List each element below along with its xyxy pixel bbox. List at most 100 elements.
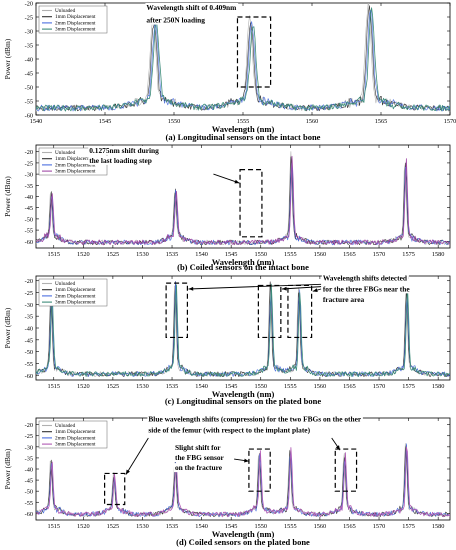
y-tick-label: -30 bbox=[25, 444, 33, 451]
y-tick-label: -50 bbox=[25, 349, 33, 356]
legend-entry: 2mm Displacement bbox=[55, 435, 96, 441]
annotation-text: Blue wavelength shifts (compression) for… bbox=[148, 414, 362, 423]
x-tick-label: 1555 bbox=[284, 523, 297, 530]
annotation-backing bbox=[173, 443, 223, 453]
legend-entry: 2mm Displacement bbox=[55, 162, 96, 168]
x-tick-label: 1565 bbox=[375, 118, 388, 125]
series-group bbox=[36, 281, 450, 378]
series-line-3 bbox=[36, 283, 450, 378]
x-tick-label: 1535 bbox=[166, 383, 179, 390]
x-tick-label: 1525 bbox=[107, 383, 120, 390]
y-axis-label: Power (dBm) bbox=[3, 448, 12, 489]
x-tick-label: 1550 bbox=[254, 251, 267, 258]
x-axis-label: Wavelength (nm) bbox=[212, 257, 275, 267]
arrow-head bbox=[282, 286, 287, 291]
y-tick-label: -25 bbox=[25, 433, 33, 440]
annotation-backing bbox=[321, 295, 366, 304]
y-tick-label: -40 bbox=[25, 194, 33, 201]
y-tick-label: -35 bbox=[25, 314, 33, 321]
highlight-box bbox=[239, 169, 263, 238]
annotation-text: the FBG sensor bbox=[175, 453, 225, 462]
x-tick-label: 1560 bbox=[314, 251, 327, 258]
y-tick-label: -35 bbox=[25, 183, 33, 190]
arrow-head bbox=[188, 286, 194, 291]
y-axis-label: Power (dBm) bbox=[3, 176, 12, 217]
y-tick-label: -60 bbox=[25, 373, 33, 380]
y-tick-label: -55 bbox=[25, 500, 33, 507]
y-tick-label: -20 bbox=[25, 278, 33, 285]
y-tick-label: -60 bbox=[25, 113, 33, 120]
y-tick-label: -30 bbox=[25, 29, 33, 36]
x-tick-label: 1560 bbox=[306, 118, 319, 125]
legend-entry: Unloaded bbox=[55, 150, 76, 156]
annotation-text: for the three FBGs near the bbox=[323, 284, 411, 293]
series-line-3 bbox=[36, 155, 450, 246]
x-tick-label: 1530 bbox=[136, 251, 149, 258]
x-tick-label: 1545 bbox=[225, 523, 238, 530]
y-tick-label: -20 bbox=[25, 422, 33, 429]
x-tick-label: 1540 bbox=[30, 118, 43, 125]
annotation-backing bbox=[173, 453, 226, 463]
annotation-backing bbox=[145, 15, 207, 25]
y-tick-label: -45 bbox=[25, 478, 33, 485]
annotation-backing bbox=[173, 463, 224, 473]
annotation-text: on the fracture bbox=[175, 463, 223, 472]
y-tick-label: -25 bbox=[25, 160, 33, 167]
legend-entry: 2mm Displacement bbox=[55, 20, 96, 26]
x-tick-label: 1575 bbox=[402, 383, 415, 390]
y-tick-label: -60 bbox=[25, 239, 33, 246]
legend-box bbox=[38, 420, 108, 449]
annotation-text: the last loading step bbox=[89, 156, 152, 165]
panel-caption: (b) Coiled sensors on the intact bone bbox=[177, 262, 309, 272]
x-tick-label: 1520 bbox=[77, 251, 90, 258]
x-tick-label: 1555 bbox=[284, 383, 297, 390]
highlight-box bbox=[165, 282, 189, 339]
panel-caption: (a) Longitudinal sensors on the intact b… bbox=[166, 132, 321, 142]
legend-entry: 3mm Displacement bbox=[55, 442, 96, 448]
y-tick-label: -50 bbox=[25, 489, 33, 496]
legend-entry: 1mm Displacement bbox=[55, 14, 96, 20]
chart-panel-3: -60 -55 -50 -45 -40 -35 -30 -25 -20 1515 1520 1525 1… bbox=[3, 414, 451, 547]
highlight-box bbox=[236, 16, 272, 88]
x-tick-label: 1535 bbox=[166, 523, 179, 530]
x-tick-label: 1580 bbox=[432, 383, 445, 390]
legend-entry: 1mm Displacement bbox=[55, 156, 96, 162]
legend-entry: 2mm Displacement bbox=[55, 293, 96, 299]
y-axis-label: Power (dBm) bbox=[3, 38, 12, 79]
x-tick-label: 1525 bbox=[107, 523, 120, 530]
x-tick-label: 1545 bbox=[99, 118, 112, 125]
x-tick-label: 1515 bbox=[47, 523, 60, 530]
y-tick-label: -50 bbox=[25, 216, 33, 223]
x-tick-label: 1520 bbox=[77, 523, 90, 530]
chart-panel-1: -60 -55 -50 -45 -40 -35 -30 -25 -20 1515 1520 1525 1… bbox=[3, 144, 451, 272]
legend-entry: 3mm Displacement bbox=[55, 300, 96, 306]
annotation-text: after 250N loading bbox=[146, 16, 205, 25]
x-tick-label: 1565 bbox=[343, 523, 356, 530]
y-tick-label: -30 bbox=[25, 302, 33, 309]
panel-caption: (d) Coiled sensors on the plated bone bbox=[176, 537, 310, 547]
chart-panel-0: -60 -55 -50 -45 -40 -35 -30 -25 -20 1540 1545 1550 1… bbox=[3, 1, 456, 143]
x-tick-label: 1555 bbox=[284, 251, 297, 258]
x-tick-label: 1530 bbox=[136, 383, 149, 390]
annotation-text: fracture area bbox=[323, 295, 365, 304]
y-tick-label: -20 bbox=[25, 149, 33, 156]
y-tick-label: -25 bbox=[25, 15, 33, 22]
y-tick-label: -50 bbox=[25, 85, 33, 92]
annotation-backing bbox=[321, 284, 412, 294]
x-tick-label: 1570 bbox=[373, 523, 386, 530]
annotation-backing bbox=[321, 273, 409, 283]
x-tick-label: 1560 bbox=[314, 523, 327, 530]
x-tick-label: 1515 bbox=[47, 383, 60, 390]
y-tick-label: -40 bbox=[25, 467, 33, 474]
x-tick-label: 1550 bbox=[254, 383, 267, 390]
legend-entry: 1mm Displacement bbox=[55, 429, 96, 435]
x-tick-label: 1570 bbox=[444, 118, 456, 125]
highlight-box bbox=[334, 448, 358, 492]
x-tick-label: 1540 bbox=[195, 523, 208, 530]
chart-panel-2: -60 -55 -50 -45 -40 -35 -30 -25 -20 1515 1520 1525 1… bbox=[3, 273, 451, 406]
arrow-head bbox=[335, 445, 340, 451]
annotation-backing bbox=[145, 3, 239, 12]
annotation-text: Wavelength shifts detected bbox=[323, 274, 408, 283]
y-tick-label: -45 bbox=[25, 337, 33, 344]
y-tick-label: -25 bbox=[25, 290, 33, 297]
